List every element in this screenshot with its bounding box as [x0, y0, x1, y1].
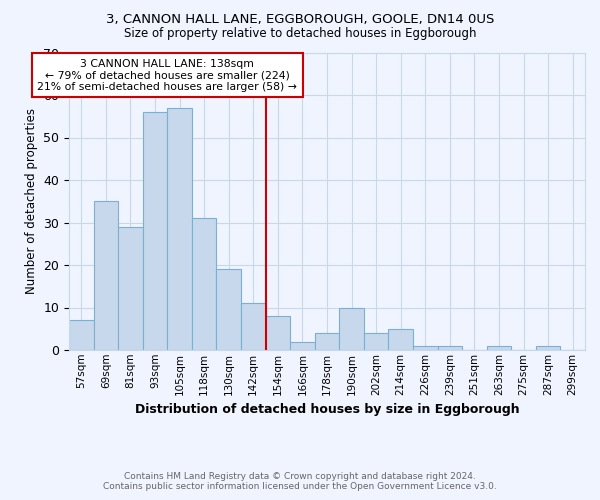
Bar	[143, 112, 167, 350]
Bar	[69, 320, 94, 350]
Bar	[413, 346, 437, 350]
Bar	[217, 269, 241, 350]
Bar	[118, 227, 143, 350]
Bar	[266, 316, 290, 350]
Bar	[487, 346, 511, 350]
Text: 3, CANNON HALL LANE, EGGBOROUGH, GOOLE, DN14 0US: 3, CANNON HALL LANE, EGGBOROUGH, GOOLE, …	[106, 12, 494, 26]
Bar	[315, 333, 339, 350]
Bar	[192, 218, 217, 350]
Bar	[437, 346, 462, 350]
Text: Contains HM Land Registry data © Crown copyright and database right 2024.
Contai: Contains HM Land Registry data © Crown c…	[103, 472, 497, 491]
Bar	[94, 201, 118, 350]
Bar	[388, 329, 413, 350]
X-axis label: Distribution of detached houses by size in Eggborough: Distribution of detached houses by size …	[134, 403, 520, 416]
Text: 3 CANNON HALL LANE: 138sqm
← 79% of detached houses are smaller (224)
21% of sem: 3 CANNON HALL LANE: 138sqm ← 79% of deta…	[37, 59, 297, 92]
Text: Size of property relative to detached houses in Eggborough: Size of property relative to detached ho…	[124, 28, 476, 40]
Bar	[241, 303, 266, 350]
Bar	[290, 342, 315, 350]
Bar	[536, 346, 560, 350]
Y-axis label: Number of detached properties: Number of detached properties	[25, 108, 38, 294]
Bar	[339, 308, 364, 350]
Bar	[364, 333, 388, 350]
Bar	[167, 108, 192, 350]
